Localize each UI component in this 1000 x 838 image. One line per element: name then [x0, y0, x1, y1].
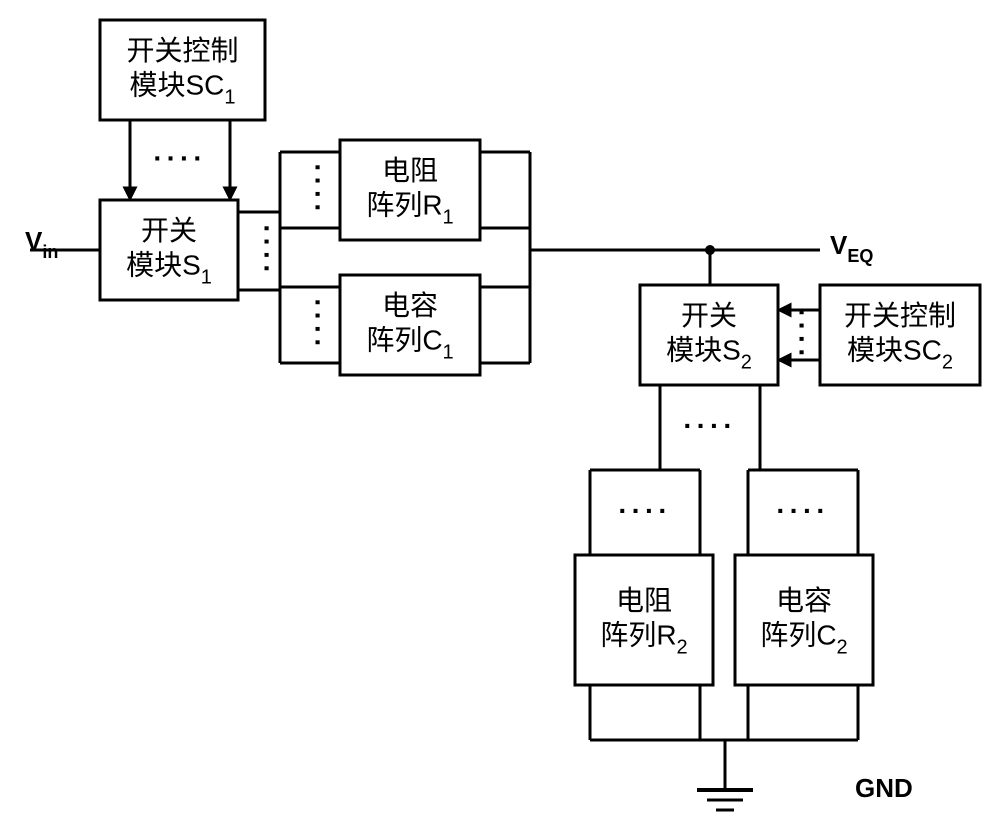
r2-label: 电阻 — [616, 585, 672, 616]
svg-text:····: ···· — [303, 298, 334, 351]
r1-label: 电阻 — [382, 155, 438, 186]
svg-text:····: ···· — [303, 163, 334, 216]
svg-text:····: ···· — [153, 142, 206, 173]
svg-text:····: ···· — [776, 495, 829, 526]
c2-label: 电容 — [776, 585, 832, 616]
s2-label: 开关 — [681, 300, 737, 331]
svg-text:····: ···· — [252, 224, 283, 277]
svg-text:····: ···· — [683, 410, 736, 441]
terminal-veq: VEQ — [830, 230, 873, 266]
sc1-label: 开关控制 — [126, 35, 238, 66]
s1-label: 开关 — [141, 215, 197, 246]
sc2-label: 开关控制 — [844, 300, 956, 331]
terminal-vin: Vin — [25, 226, 58, 262]
terminal-gnd: GND — [855, 773, 913, 803]
svg-text:····: ···· — [618, 495, 671, 526]
svg-text:····: ···· — [787, 308, 818, 361]
c1-label: 电容 — [382, 290, 438, 321]
